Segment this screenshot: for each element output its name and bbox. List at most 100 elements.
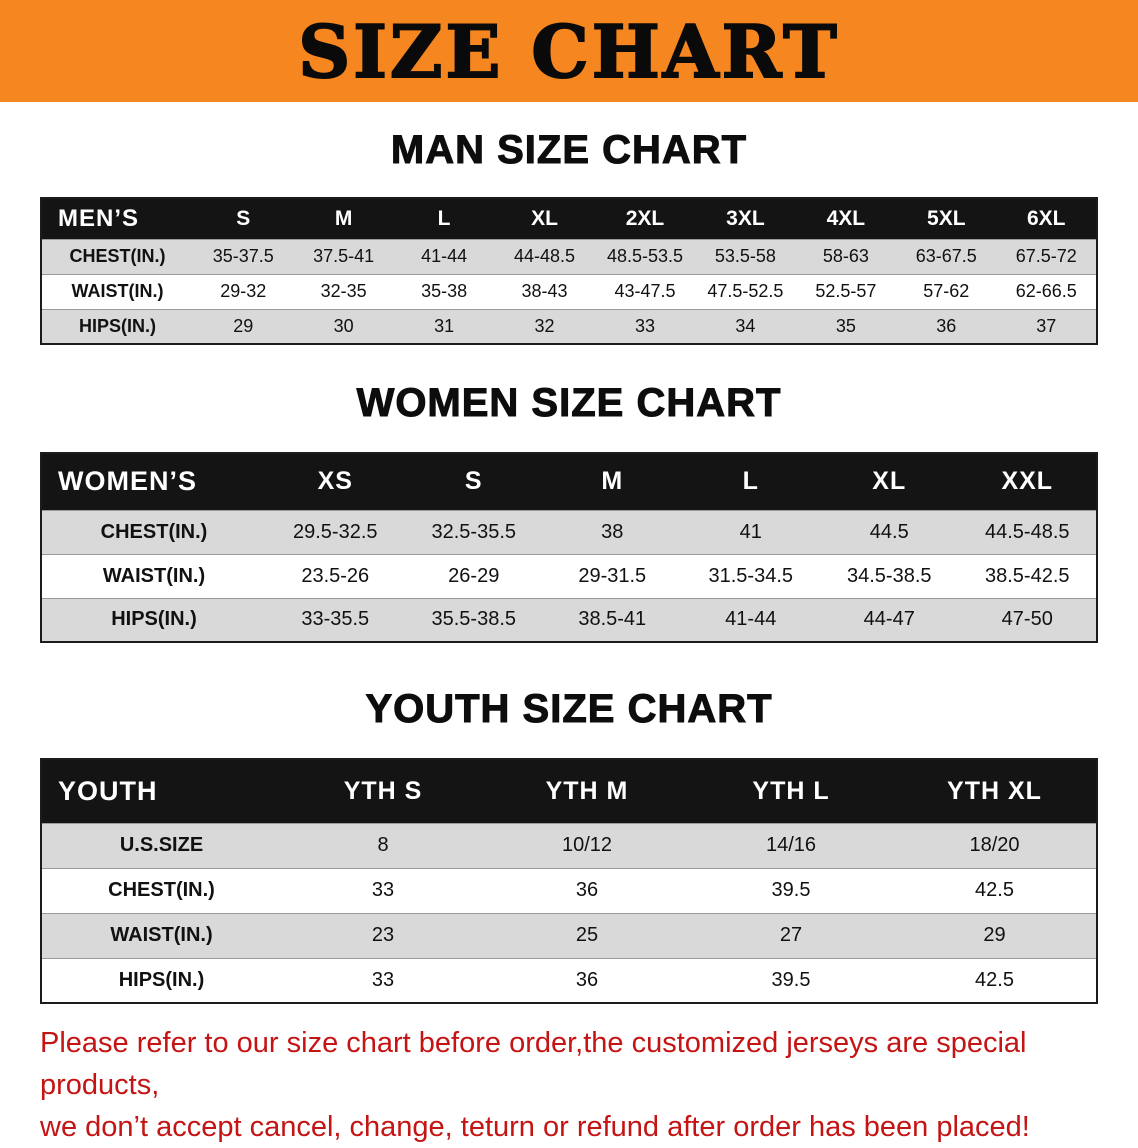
men-section-heading: MAN SIZE CHART [390, 128, 748, 173]
column-header: 2XL [594, 198, 696, 239]
table-cell: 67.5-72 [1015, 246, 1077, 266]
table-cell: 27 [779, 924, 803, 946]
table-cell: 31 [434, 315, 455, 336]
row-label: CHEST(IN.) [100, 520, 208, 543]
men-table-title-cell: MEN’S [41, 198, 193, 239]
column-header: L [681, 453, 820, 510]
table-cell: 14/16 [765, 834, 817, 856]
banner: SIZE CHART [0, 0, 1138, 102]
table-cell: 18/20 [969, 834, 1020, 856]
table-cell: 10/12 [561, 834, 613, 856]
table-cell: 29 [233, 315, 254, 336]
table-cell: 36 [575, 968, 599, 991]
disclaimer-line-1: Please refer to our size chart before or… [40, 1027, 1027, 1102]
youth-table-body: U.S.SIZE 8 10/12 14/16 18/20 CHEST(IN.) … [41, 823, 1097, 1003]
table-cell: 35-38 [421, 281, 468, 301]
table-cell: 42.5 [975, 968, 1014, 991]
column-header: 3XL [695, 198, 796, 239]
row-label: HIPS(IN.) [111, 608, 197, 631]
table-cell: 44.5-48.5 [984, 520, 1070, 543]
table-cell: 23 [371, 924, 395, 946]
table-row: HIPS(IN.) 33 36 39.5 42.5 [41, 958, 1097, 1003]
table-row: CHEST(IN.) 35-37.5 37.5-41 41-44 44-48.5… [41, 239, 1097, 274]
table-cell: 41-44 [421, 246, 468, 266]
men-table-body: CHEST(IN.) 35-37.5 37.5-41 41-44 44-48.5… [41, 239, 1097, 344]
table-cell: 39.5 [771, 968, 811, 991]
column-header: XS [266, 453, 405, 510]
youth-size-table: YOUTH YTH S YTH M YTH L YTH XL U.S.SIZE … [40, 758, 1098, 1004]
column-header: 4XL [795, 198, 897, 239]
table-row: CHEST(IN.) 33 36 39.5 42.5 [41, 868, 1097, 913]
table-cell: 41-44 [725, 608, 777, 631]
table-cell: 23.5-26 [301, 564, 370, 587]
table-cell: 29.5-32.5 [292, 520, 378, 543]
column-header: S [404, 453, 543, 510]
table-row: WAIST(IN.) 23.5-26 26-29 29-31.5 31.5-34… [41, 554, 1097, 598]
disclaimer-line-2: we don’t accept cancel, change, teturn o… [40, 1111, 1030, 1144]
row-label: CHEST(IN.) [69, 246, 166, 266]
column-header: YTH M [485, 759, 689, 823]
header-row: WOMEN’S XS S M L XL XXL [41, 453, 1097, 510]
table-row: WAIST(IN.) 23 25 27 29 [41, 913, 1097, 958]
table-row: HIPS(IN.) 33-35.5 35.5-38.5 38.5-41 41-4… [41, 598, 1097, 642]
table-cell: 8 [377, 834, 389, 856]
table-row: U.S.SIZE 8 10/12 14/16 18/20 [41, 823, 1097, 868]
table-cell: 35.5-38.5 [431, 608, 516, 631]
table-cell: 33 [634, 315, 655, 336]
table-cell: 62-66.5 [1015, 281, 1077, 301]
table-cell: 44-47 [863, 608, 915, 631]
column-header: M [293, 198, 394, 239]
table-cell: 38 [601, 520, 624, 543]
table-cell: 58-63 [822, 246, 869, 266]
table-cell: 33 [371, 968, 395, 991]
row-label: CHEST(IN.) [108, 879, 215, 901]
table-cell: 57-62 [923, 281, 970, 301]
table-cell: 34 [735, 315, 756, 336]
table-cell: 42.5 [975, 879, 1014, 901]
table-cell: 37.5-41 [313, 246, 375, 266]
row-label: HIPS(IN.) [78, 315, 156, 336]
table-cell: 35 [835, 315, 856, 336]
table-cell: 38.5-41 [578, 608, 647, 631]
table-cell: 47.5-52.5 [707, 281, 784, 301]
table-row: WAIST(IN.) 29-32 32-35 35-38 38-43 43-47… [41, 274, 1097, 309]
header-row: YOUTH YTH S YTH M YTH L YTH XL [41, 759, 1097, 823]
column-header: YTH XL [893, 759, 1097, 823]
row-label: U.S.SIZE [119, 834, 204, 856]
page-title: SIZE CHART [297, 8, 840, 95]
row-label: WAIST(IN.) [110, 924, 213, 946]
column-header: S [193, 198, 294, 239]
header-row: MEN’S S M L XL 2XL 3XL 4XL 5XL 6XL [41, 198, 1097, 239]
table-cell: 35-37.5 [212, 246, 274, 266]
men-table-header: MEN’S S M L XL 2XL 3XL 4XL 5XL 6XL [41, 198, 1097, 239]
table-cell: 30 [333, 315, 354, 336]
table-cell: 41 [739, 520, 762, 543]
women-table-title-cell: WOMEN’S [41, 453, 266, 510]
table-cell: 29-31.5 [578, 564, 647, 587]
table-cell: 32.5-35.5 [431, 520, 516, 543]
column-header: XXL [958, 453, 1097, 510]
table-cell: 26-29 [448, 564, 500, 587]
table-cell: 44.5 [869, 520, 909, 543]
table-row: CHEST(IN.) 29.5-32.5 32.5-35.5 38 41 44.… [41, 510, 1097, 554]
table-cell: 34.5-38.5 [846, 564, 932, 587]
table-cell: 47-50 [1001, 608, 1053, 631]
table-cell: 25 [575, 924, 599, 946]
women-table-header: WOMEN’S XS S M L XL XXL [41, 453, 1097, 510]
column-header: L [393, 198, 495, 239]
table-cell: 29 [983, 924, 1006, 946]
column-header: 6XL [996, 198, 1097, 239]
table-cell: 48.5-53.5 [606, 246, 683, 266]
table-cell: 31.5-34.5 [708, 564, 793, 587]
table-cell: 32-35 [320, 281, 367, 301]
table-cell: 44-48.5 [514, 246, 576, 266]
youth-section-heading: YOUTH SIZE CHART [365, 687, 773, 732]
table-cell: 29-32 [220, 281, 267, 301]
table-cell: 37 [1036, 315, 1057, 336]
men-size-table: MEN’S S M L XL 2XL 3XL 4XL 5XL 6XL CHEST… [40, 197, 1098, 345]
table-cell: 36 [575, 879, 599, 901]
column-header: XL [820, 453, 959, 510]
column-header: M [543, 453, 682, 510]
table-row: HIPS(IN.) 29 30 31 32 33 34 35 36 37 [41, 309, 1097, 344]
